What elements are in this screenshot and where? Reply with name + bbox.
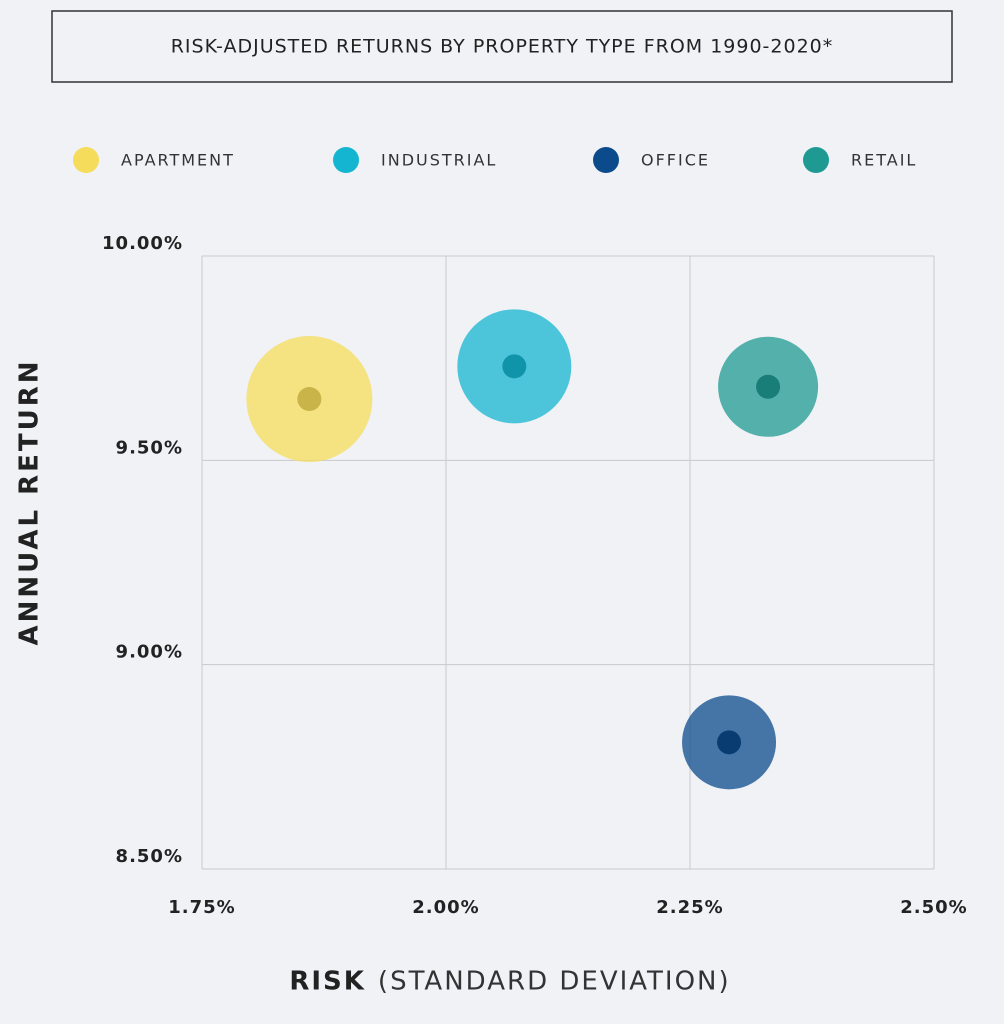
x-axis-note: (STANDARD DEVIATION)	[378, 967, 731, 997]
y-tick-label: 10.00%	[102, 233, 183, 254]
bubble-center	[756, 374, 781, 399]
legend-label: OFFICE	[641, 151, 710, 170]
legend-marker	[333, 147, 359, 173]
x-tick-label: 1.75%	[168, 897, 235, 918]
x-axis-title: RISK	[289, 967, 366, 997]
legend-marker	[593, 147, 619, 173]
x-tick-label: 2.50%	[900, 897, 967, 918]
y-tick-label: 8.50%	[116, 846, 183, 867]
bubble-center	[297, 387, 322, 412]
legend-marker	[73, 147, 99, 173]
y-axis-title: ANNUAL RETURN	[15, 358, 45, 645]
bubble-center-shade	[297, 387, 322, 412]
bubble-center-shade	[756, 374, 781, 399]
legend-marker	[803, 147, 829, 173]
x-tick-label: 2.25%	[656, 897, 723, 918]
title-box	[51, 10, 953, 83]
legend-label: RETAIL	[851, 151, 917, 170]
bubble-center-shade	[502, 354, 527, 379]
legend-label: APARTMENT	[121, 151, 235, 170]
bubble-center	[502, 354, 527, 379]
legend-label: INDUSTRIAL	[381, 151, 497, 170]
y-tick-label: 9.50%	[116, 437, 183, 458]
y-tick-label: 9.00%	[116, 642, 183, 663]
x-tick-label: 2.00%	[412, 897, 479, 918]
chart-title: RISK-ADJUSTED RETURNS BY PROPERTY TYPE F…	[171, 36, 834, 58]
bubble-center	[717, 730, 742, 755]
bubble-center-shade	[717, 730, 742, 755]
